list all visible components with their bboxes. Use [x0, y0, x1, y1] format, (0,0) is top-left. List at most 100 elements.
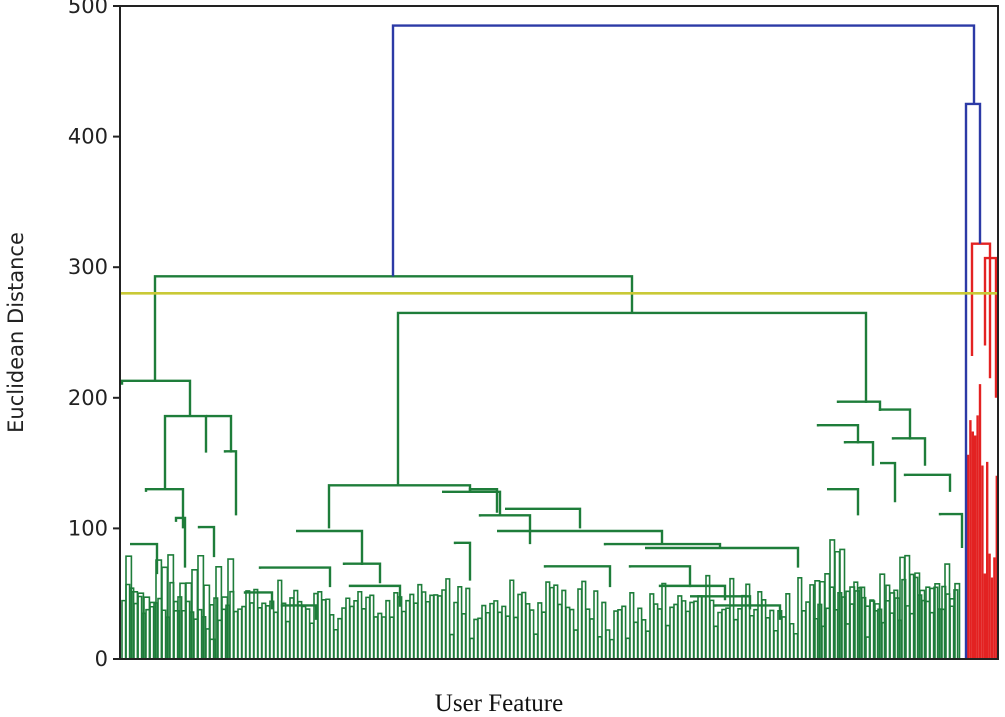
dendrogram-leaf-link — [864, 605, 871, 659]
dendrogram-link — [938, 512, 964, 548]
dendrogram-leaf-link — [693, 600, 699, 659]
dendrogram-link — [391, 24, 976, 277]
dendrogram-leaf-link — [653, 603, 659, 659]
dendrogram-leaf-link — [521, 591, 527, 659]
dendrogram-link — [690, 595, 752, 610]
dendrogram-red-cluster — [966, 384, 998, 659]
dendrogram-leaf-link — [909, 612, 916, 659]
dendrogram-leaf-link — [589, 618, 595, 659]
dendrogram-leaf-link — [954, 582, 961, 659]
y-tick-label: 500 — [68, 0, 108, 18]
dendrogram-link — [505, 507, 582, 529]
dendrogram-leaf-link — [393, 592, 399, 659]
dendrogram-leaf-link — [669, 606, 675, 659]
dendrogram-leaf-link — [361, 608, 367, 659]
dendrogram-leaf-link — [457, 586, 463, 659]
dendrogram-leaf-link — [329, 614, 335, 659]
x-axis-label: User Feature — [435, 690, 563, 717]
dendrogram-leaf-link — [167, 554, 175, 659]
dendrogram-leaf-link — [725, 607, 731, 659]
dendrogram-leaf-link — [277, 579, 283, 659]
dendrogram-leaf-link — [677, 595, 683, 659]
dendrogram-leaf-link — [577, 588, 583, 659]
dendrogram-leaf-link — [537, 602, 543, 659]
dendrogram-leaf-group — [814, 539, 961, 659]
dendrogram-leaf-link — [697, 595, 703, 659]
dendrogram-leaf-link — [349, 605, 355, 659]
dendrogram-link — [396, 311, 868, 486]
dendrogram-leaf-link — [525, 603, 531, 659]
y-tick-label: 200 — [68, 386, 108, 410]
dendrogram-leaf-link — [681, 600, 687, 659]
dendrogram-leaf-link — [661, 582, 667, 659]
dendrogram-link — [258, 566, 332, 588]
dendrogram-leaf-link — [705, 574, 711, 659]
dendrogram-leaf-link — [944, 563, 951, 659]
dendrogram-link — [816, 424, 860, 444]
dendrogram-leaf-link — [453, 601, 459, 659]
dendrogram-link — [903, 473, 952, 492]
dendrogram-leaf-link — [365, 596, 371, 659]
dendrogram-leaf-link — [593, 590, 599, 659]
dendrogram-leaf-link — [249, 602, 255, 659]
dendrogram-leaf-link — [617, 608, 623, 659]
dendrogram-leaf-link — [641, 618, 647, 659]
dendrogram-leaf-link — [265, 604, 271, 659]
dendrogram-link — [497, 529, 664, 545]
dendrogram-leaf-link — [409, 593, 415, 659]
dendrogram-link — [658, 584, 727, 601]
dendrogram-link — [543, 565, 612, 588]
dendrogram-leaf-link — [261, 602, 267, 659]
dendrogram-leaf-link — [281, 602, 287, 659]
dendrogram-leaf-link — [844, 623, 851, 659]
dendrogram-leaf-link — [353, 600, 359, 659]
dendrogram-leaf-link — [245, 590, 251, 659]
y-axis-label: Euclidean Distance — [4, 232, 28, 433]
dendrogram-leaf-link — [345, 597, 351, 659]
dendrogram-leaf-link — [445, 578, 451, 659]
dendrogram-leaf-link — [721, 608, 727, 659]
dendrogram-link — [880, 461, 897, 503]
dendrogram-leaf-link — [601, 601, 607, 659]
dendrogram-leaf-link — [233, 610, 239, 659]
dendrogram-leaf-link — [581, 580, 587, 659]
dendrogram-leaf-link — [381, 616, 387, 659]
dendrogram-leaf-link — [505, 615, 511, 659]
dendrogram-leaf-link — [385, 599, 391, 659]
dendrogram-link — [628, 565, 692, 588]
dendrogram-leaf-link — [325, 598, 331, 659]
dendrogram-leaf-link — [357, 590, 363, 659]
dendrogram-leaf-link — [629, 591, 635, 659]
dendrogram-leaf-link — [809, 584, 815, 659]
y-tick-label: 400 — [68, 125, 108, 149]
dendrogram-leaf-link — [657, 608, 663, 659]
dendrogram-leaf-link — [469, 637, 475, 659]
dendrogram-leaf-link — [501, 605, 507, 659]
dendrogram-leaf-link — [473, 618, 479, 659]
dendrogram-leaf-link — [241, 605, 247, 659]
dendrogram-leaf-link — [737, 608, 743, 659]
dendrogram-leaf-link — [849, 586, 856, 659]
dendrogram-leaf-link — [489, 602, 495, 659]
dendrogram-leaf-link — [929, 587, 936, 659]
dendrogram-leaf-link — [227, 558, 235, 659]
dendrogram-leaf-link — [317, 591, 323, 659]
dendrogram-leaf-link — [545, 581, 551, 659]
dendrogram-leaf-link — [689, 601, 695, 659]
dendrogram-link — [163, 414, 208, 490]
dendrogram-leaf-link — [237, 608, 243, 659]
dendrogram-leaf-link — [405, 599, 411, 659]
dendrogram-leaf-link — [805, 601, 811, 659]
dendrogram-leaf-link — [203, 584, 211, 659]
dendrogram-leaf-link — [533, 633, 539, 659]
dendrogram-link — [453, 541, 472, 581]
dendrogram-leaf-link — [889, 592, 896, 659]
dendrogram-link — [120, 379, 192, 417]
dendrogram-leaf-link — [373, 616, 379, 659]
dendrogram-leaf-link — [633, 621, 639, 659]
dendrogram-leaf-link — [765, 616, 771, 659]
dendrogram-link — [983, 256, 998, 398]
dendrogram-leaf-link — [824, 573, 831, 659]
dendrogram-link — [223, 450, 238, 516]
